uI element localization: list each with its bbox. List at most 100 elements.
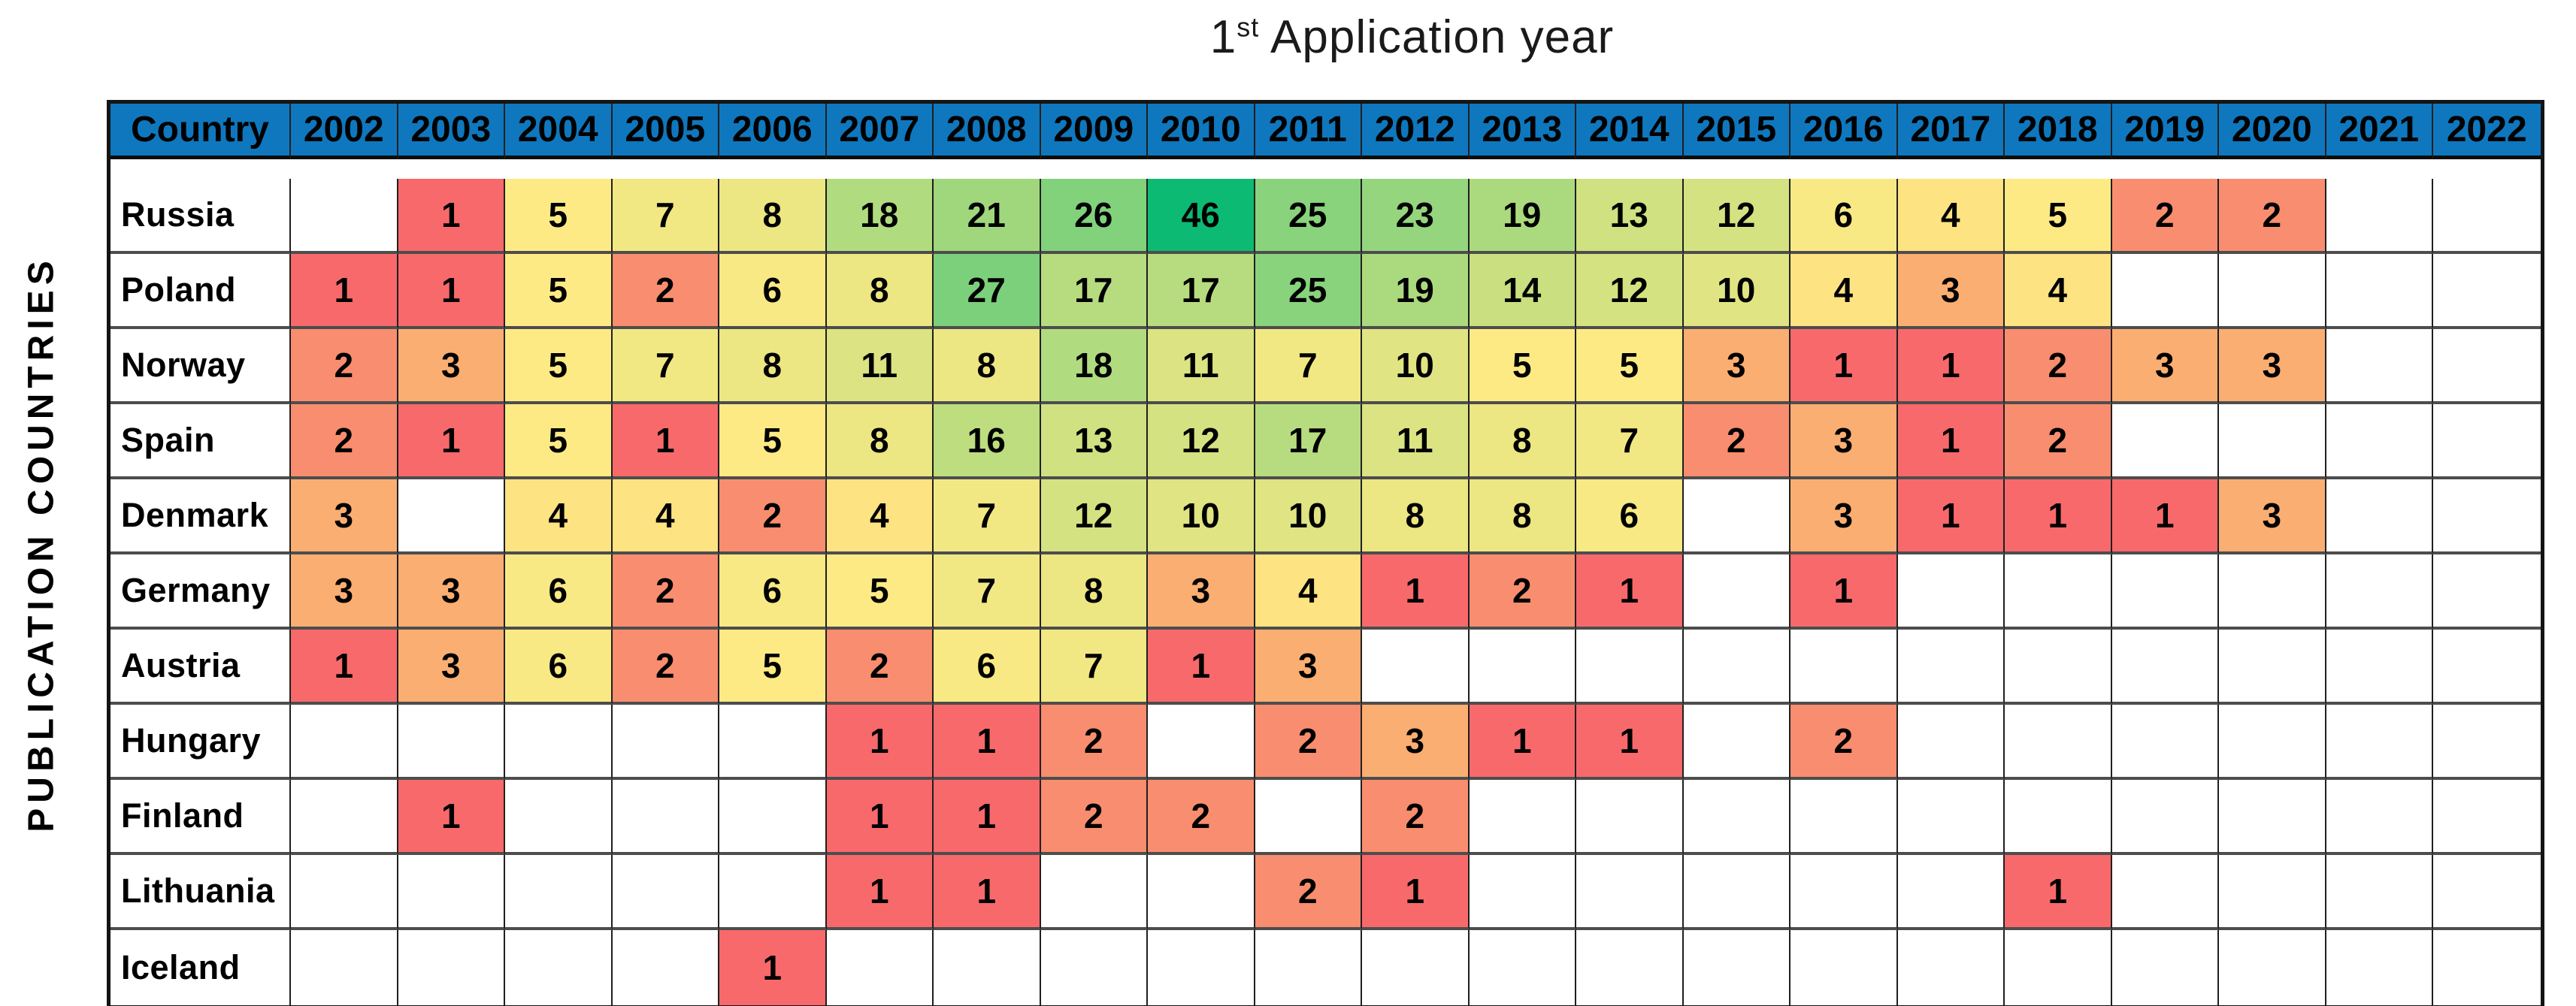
- heatmap-cell: [2326, 705, 2433, 780]
- heatmap-cell: 1: [934, 780, 1041, 855]
- heatmap-cell: [1469, 780, 1576, 855]
- country-label-cell: Germany: [110, 554, 291, 630]
- year-header-cell: 2019: [2111, 104, 2219, 159]
- heatmap-cell: [2433, 329, 2541, 404]
- heatmap-cell: 11: [1148, 329, 1255, 404]
- heatmap-cell: 19: [1362, 254, 1470, 329]
- year-header-cell: 2002: [291, 104, 398, 159]
- heatmap-cell: [1040, 930, 1148, 1005]
- heatmap-cell: 3: [1790, 479, 1898, 554]
- heatmap-cell: 12: [1040, 479, 1148, 554]
- heatmap-cell: 4: [826, 479, 934, 554]
- heatmap-cell: [719, 705, 827, 780]
- heatmap-cell: 1: [398, 179, 505, 254]
- heatmap-cell: [1683, 705, 1790, 780]
- heatmap-cell: [505, 855, 613, 930]
- heatmap-cell: 2: [2005, 404, 2112, 479]
- heatmap-cell: 2: [1469, 554, 1576, 630]
- heatmap-cell: [612, 705, 719, 780]
- heatmap-cell: 6: [505, 630, 613, 705]
- heatmap-cell: 5: [719, 404, 827, 479]
- heatmap-cell: [2219, 780, 2326, 855]
- heatmap-cell: 10: [1148, 479, 1255, 554]
- heatmap-cell: 12: [1683, 179, 1790, 254]
- heatmap-cell: 1: [934, 855, 1041, 930]
- heatmap-cell: [1790, 630, 1898, 705]
- heatmap-cell: 7: [612, 179, 719, 254]
- heatmap-cell: [1148, 705, 1255, 780]
- heatmap-cell: 2: [1040, 705, 1148, 780]
- heatmap-cell: [826, 930, 934, 1005]
- heatmap-cell: 7: [612, 329, 719, 404]
- heatmap-cell: 8: [826, 254, 934, 329]
- heatmap-cell: 2: [826, 630, 934, 705]
- heatmap-cell: 8: [1040, 554, 1148, 630]
- heatmap-cell: [1362, 630, 1470, 705]
- heatmap-cell: [612, 930, 719, 1005]
- y-axis-label-wrapper: PUBLICATION COUNTRIES: [0, 100, 83, 988]
- heatmap-cell: [612, 855, 719, 930]
- heatmap-cell: [1897, 705, 2005, 780]
- heatmap-cell: [2219, 705, 2326, 780]
- heatmap-cell: 2: [719, 479, 827, 554]
- heatmap-cell: 1: [398, 780, 505, 855]
- heatmap-cell: 3: [1790, 404, 1898, 479]
- heatmap-cell: [2111, 404, 2219, 479]
- heatmap-cell: 2: [291, 404, 398, 479]
- heatmap-cell: [1040, 855, 1148, 930]
- heatmap-cell: 8: [719, 329, 827, 404]
- heatmap-cell: 8: [826, 404, 934, 479]
- year-header-cell: 2020: [2219, 104, 2326, 159]
- heatmap-cell: 11: [1362, 404, 1470, 479]
- heatmap-cell: 4: [2005, 254, 2112, 329]
- heatmap-cell: 1: [1790, 329, 1898, 404]
- heatmap-cell: 2: [612, 630, 719, 705]
- heatmap-cell: 3: [1897, 254, 2005, 329]
- year-header-cell: 2018: [2005, 104, 2112, 159]
- heatmap-cell: 3: [291, 479, 398, 554]
- heatmap-cell: 8: [719, 179, 827, 254]
- year-header-cell: 2010: [1148, 104, 1255, 159]
- heatmap-cell: 1: [398, 404, 505, 479]
- chart-title-ordinal-superscript: st: [1237, 11, 1260, 43]
- heatmap-cell: [2219, 554, 2326, 630]
- heatmap-cell: [1255, 930, 1362, 1005]
- heatmap-cell: 1: [826, 855, 934, 930]
- heatmap-cell: [2433, 705, 2541, 780]
- heatmap-cell: [719, 855, 827, 930]
- heatmap-cell: 3: [398, 554, 505, 630]
- heatmap-cell: 2: [1040, 780, 1148, 855]
- country-label-cell: Lithuania: [110, 855, 291, 930]
- heatmap-cell: [2005, 630, 2112, 705]
- year-header-cell: 2015: [1683, 104, 1790, 159]
- heatmap-cell: 7: [934, 554, 1041, 630]
- heatmap-cell: [2005, 930, 2112, 1005]
- heatmap-cell: [1576, 780, 1684, 855]
- year-header-cell: 2012: [1362, 104, 1470, 159]
- heatmap-cell: 3: [1683, 329, 1790, 404]
- y-axis-label: PUBLICATION COUNTRIES: [21, 255, 62, 832]
- heatmap-cell: [2433, 930, 2541, 1005]
- heatmap-cell: [398, 855, 505, 930]
- heatmap-cell: [1469, 630, 1576, 705]
- heatmap-cell: 13: [1576, 179, 1684, 254]
- country-label-cell: Norway: [110, 329, 291, 404]
- heatmap-cell: 4: [612, 479, 719, 554]
- heatmap-cell: [2326, 780, 2433, 855]
- heatmap-cell: [2111, 855, 2219, 930]
- heatmap-cell: 3: [2219, 329, 2326, 404]
- heatmap-cell: 1: [1576, 705, 1684, 780]
- heatmap-cell: 10: [1683, 254, 1790, 329]
- heatmap-cell: 2: [2111, 179, 2219, 254]
- heatmap-cell: [2326, 479, 2433, 554]
- heatmap-cell: 11: [826, 329, 934, 404]
- heatmap-cell: 1: [1790, 554, 1898, 630]
- heatmap-cell: [1469, 855, 1576, 930]
- heatmap-cell: 1: [1362, 554, 1470, 630]
- heatmap-cell: 2: [612, 254, 719, 329]
- year-header-cell: 2016: [1790, 104, 1898, 159]
- heatmap-cell: 2: [1790, 705, 1898, 780]
- heatmap-cell: [2005, 780, 2112, 855]
- heatmap-cell: 3: [1148, 554, 1255, 630]
- heatmap-cell: 3: [2219, 479, 2326, 554]
